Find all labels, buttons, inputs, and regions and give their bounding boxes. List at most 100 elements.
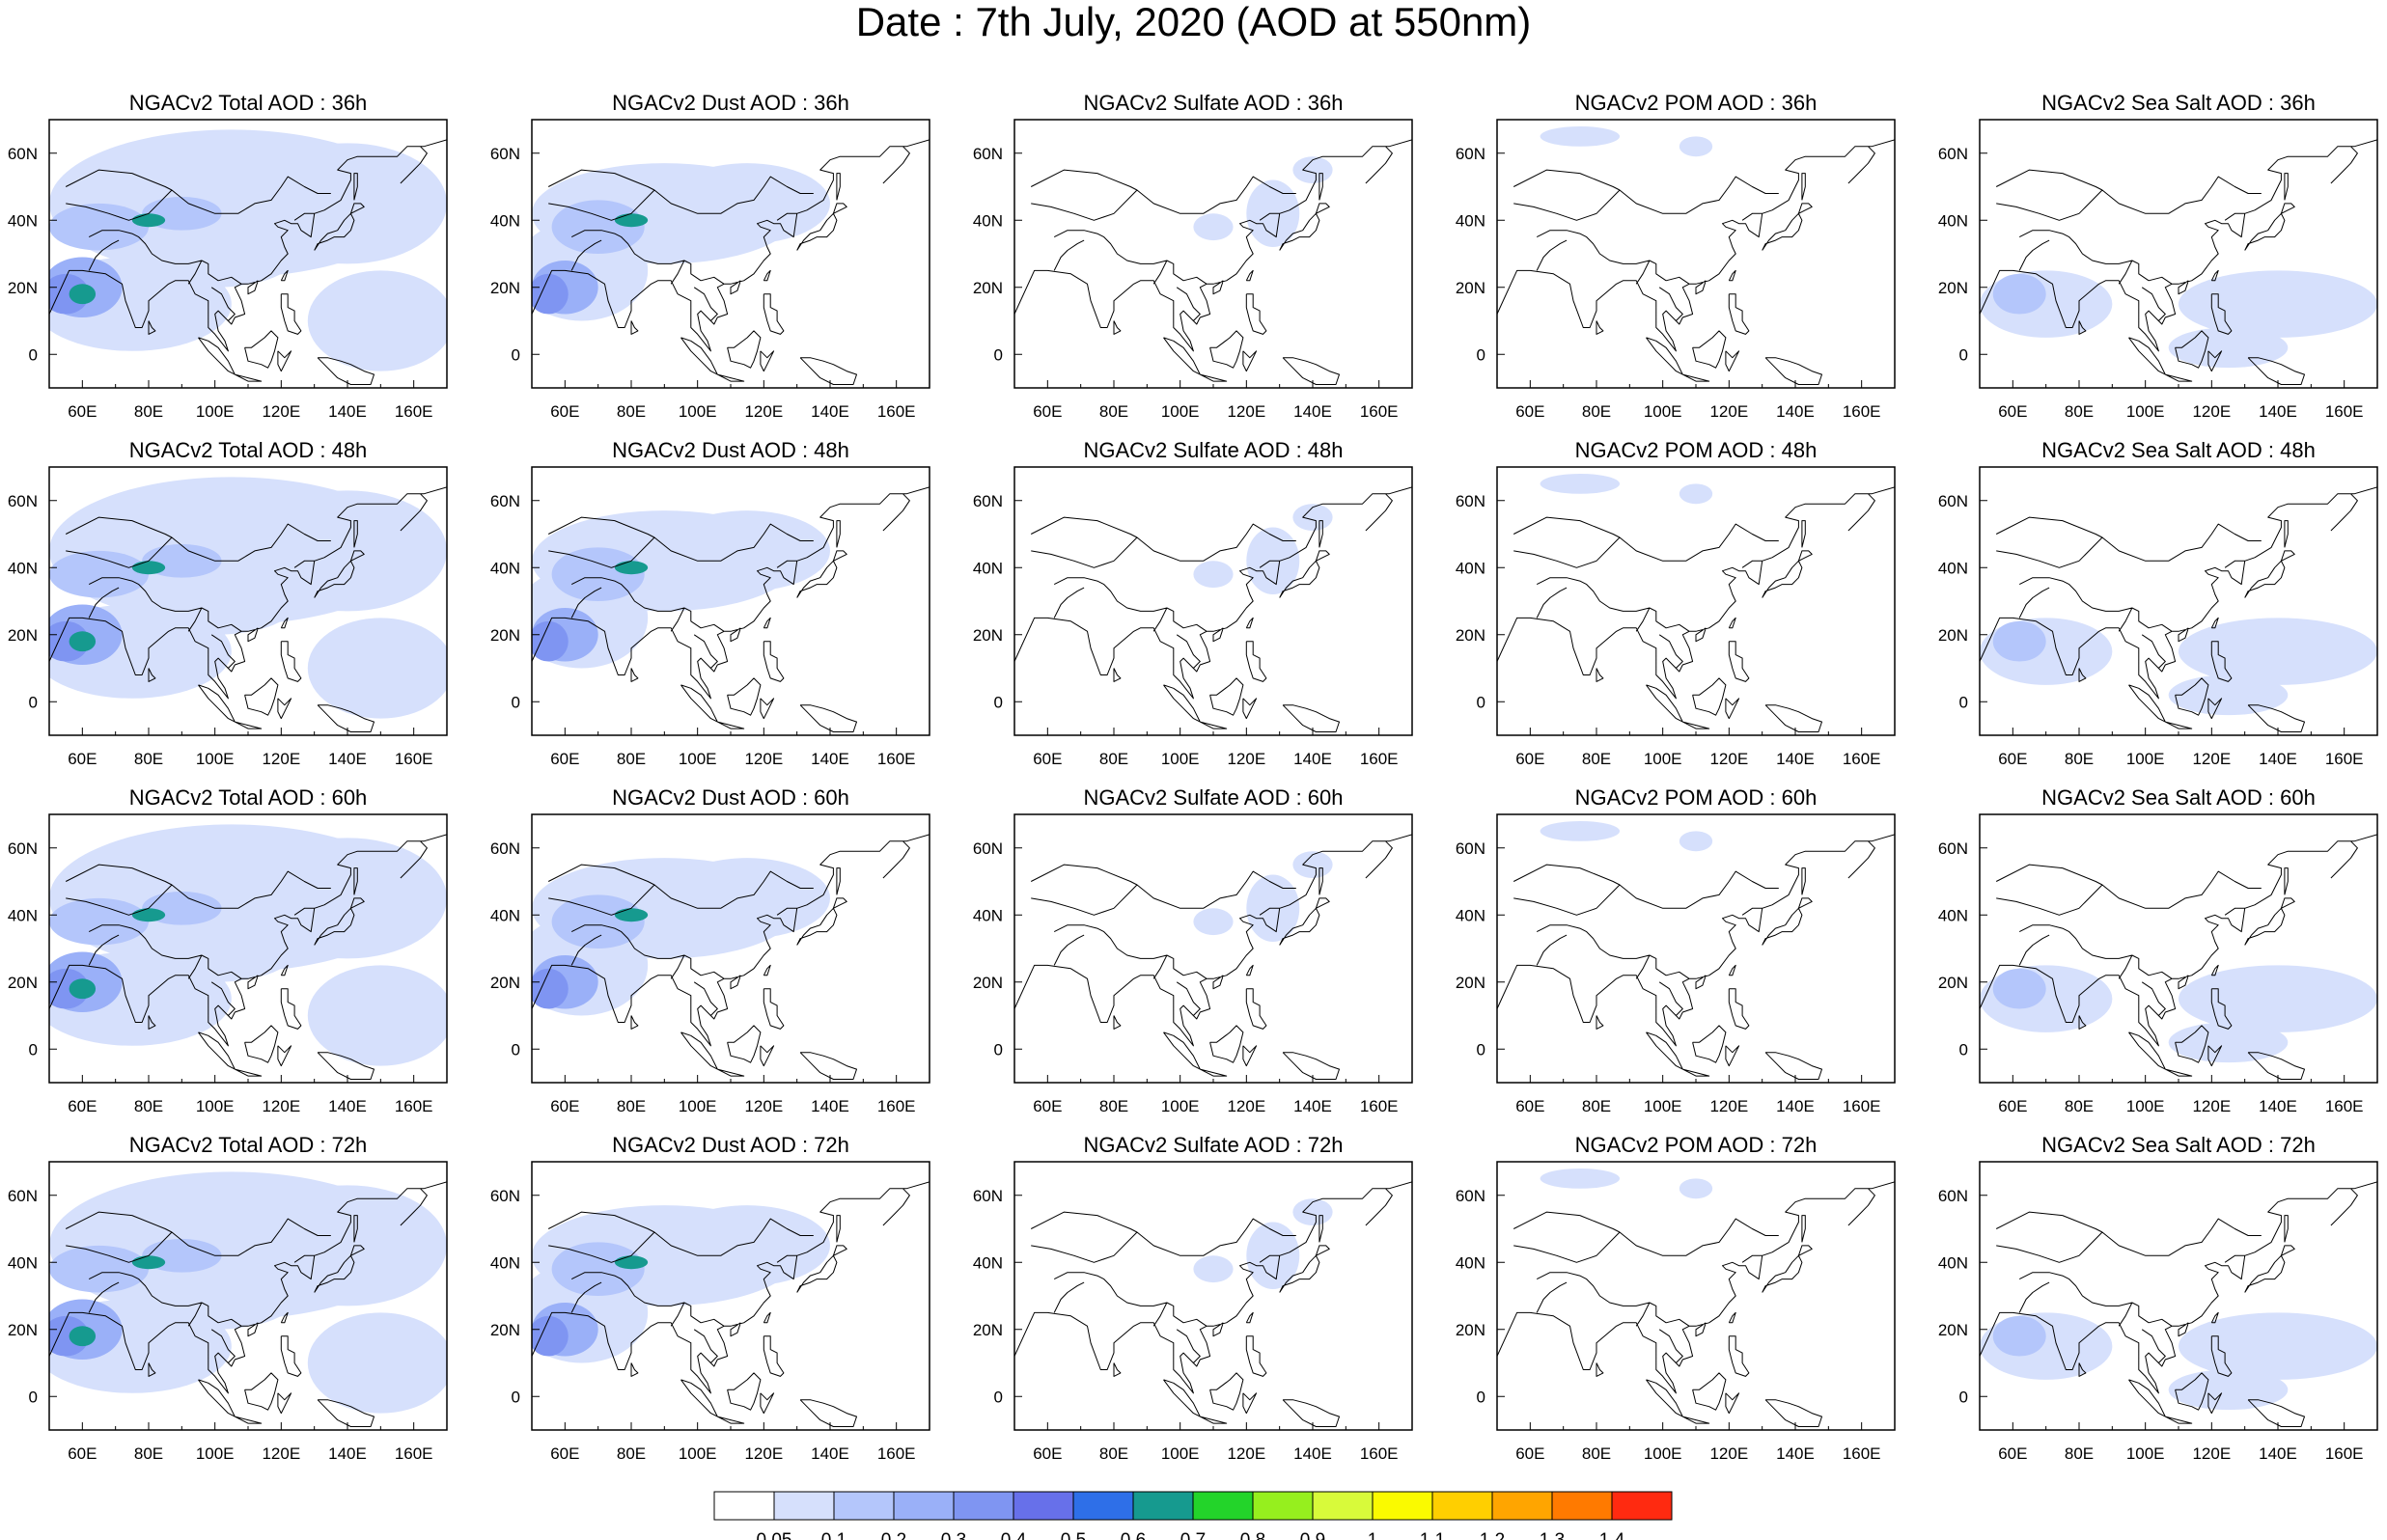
panel-title: NGACv2 Dust AOD : 60h [612,785,849,810]
y-tick-label: 40N [1938,1253,1968,1272]
x-tick-label: 160E [1843,1097,1881,1115]
x-tick-label: 60E [1998,402,2027,421]
coastline [1014,1181,1412,1427]
aod-shading [2179,965,2377,1032]
x-tick-label: 120E [744,1444,783,1463]
x-tick-label: 140E [2259,1444,2297,1463]
y-tick-label: 60N [1456,492,1485,510]
coastline [49,139,447,385]
x-tick-label: 160E [1843,402,1881,421]
map-panel: NGACv2 Sea Salt AOD : 72h 60E 80E 100E 120E 1… [1938,1133,2378,1463]
x-tick-label: 100E [1644,1444,1682,1463]
x-tick-label: 100E [679,1444,717,1463]
x-tick-label: 80E [617,1097,646,1115]
x-tick-label: 100E [2126,402,2165,421]
aod-shading [1679,483,1713,505]
aod-shading [2179,1312,2377,1380]
y-tick-label: 40N [8,559,38,577]
y-tick-label: 0 [29,1040,38,1059]
x-tick-label: 140E [1293,1444,1332,1463]
y-tick-label: 60N [490,145,520,163]
aod-shading [2179,270,2377,338]
aod-shading [664,858,830,939]
panel-title: NGACv2 Sulfate AOD : 36h [1083,91,1343,115]
panel-title: NGACv2 POM AOD : 72h [1575,1133,1818,1157]
aod-shading [1193,213,1234,241]
panel-title: NGACv2 POM AOD : 36h [1575,91,1818,115]
y-tick-label: 20N [1456,279,1485,297]
x-tick-label: 60E [1033,402,1062,421]
aod-shading [532,1315,569,1357]
coastline [1497,1181,1895,1427]
y-tick-label: 0 [1477,1040,1485,1059]
aod-shading [1679,136,1713,157]
x-tick-label: 140E [2259,1097,2297,1115]
x-tick-label: 60E [68,1097,97,1115]
aod-shading [1193,908,1234,936]
panel-title: NGACv2 Sulfate AOD : 48h [1083,438,1343,462]
map-panel: NGACv2 Dust AOD : 36h 60E 80E 100E 120E 140E 1… [490,91,930,421]
x-tick-label: 140E [328,402,367,421]
y-tick-label: 40N [1938,559,1968,577]
x-tick-label: 80E [1582,1097,1611,1115]
aod-shading [307,618,447,719]
map-panel: NGACv2 Dust AOD : 60h 60E 80E 100E 120E 140E 1… [490,785,930,1115]
y-tick-label: 20N [8,626,38,645]
x-tick-label: 140E [1776,1097,1815,1115]
y-tick-label: 60N [1938,1187,1968,1205]
y-tick-label: 60N [973,492,1003,510]
x-tick-label: 100E [1161,402,1200,421]
aod-shading [551,200,645,254]
x-tick-label: 140E [811,750,849,768]
panel-title: NGACv2 Sea Salt AOD : 36h [2041,91,2316,115]
x-tick-label: 60E [1033,750,1062,768]
y-tick-label: 40N [8,211,38,230]
x-tick-label: 120E [262,750,300,768]
x-tick-label: 100E [1161,1097,1200,1115]
x-tick-label: 60E [68,1444,97,1463]
x-tick-label: 100E [2126,1097,2165,1115]
x-tick-label: 140E [2259,402,2297,421]
y-tick-label: 40N [973,559,1003,577]
x-tick-label: 120E [1709,402,1748,421]
y-tick-label: 60N [1456,1187,1485,1205]
aod-shading [664,163,830,244]
aod-shading [69,284,97,305]
y-tick-label: 20N [1456,1321,1485,1339]
map-panel: NGACv2 Total AOD : 48h 60E 80E 100E 120E 140E… [8,438,448,768]
panel-title: NGACv2 POM AOD : 60h [1575,785,1818,810]
y-tick-label: 60N [8,1187,38,1205]
x-tick-label: 100E [2126,750,2165,768]
aod-shading [1992,620,2046,662]
x-tick-label: 140E [811,1444,849,1463]
coastline [532,486,930,732]
aod-shading [307,270,447,371]
aod-shading [307,965,447,1066]
aod-shading [532,620,569,662]
aod-shading [69,631,97,652]
y-tick-label: 60N [490,1187,520,1205]
x-tick-label: 80E [1099,402,1128,421]
x-tick-label: 100E [1161,750,1200,768]
x-tick-label: 160E [1843,750,1881,768]
x-tick-label: 80E [134,402,163,421]
x-tick-label: 140E [1776,1444,1815,1463]
y-tick-label: 60N [973,145,1003,163]
x-tick-label: 160E [1843,1444,1881,1463]
y-tick-label: 60N [1938,145,1968,163]
aod-shading [1679,831,1713,852]
y-tick-label: 60N [1938,492,1968,510]
x-tick-label: 80E [617,402,646,421]
y-tick-label: 20N [1938,279,1968,297]
x-tick-label: 160E [1360,750,1399,768]
x-tick-label: 80E [2065,1444,2094,1463]
x-tick-label: 160E [1360,402,1399,421]
x-tick-label: 160E [2325,1444,2364,1463]
x-tick-label: 120E [2192,1097,2231,1115]
y-tick-label: 60N [8,145,38,163]
main-title: Date : 7th July, 2020 (AOD at 550nm) [855,0,1532,44]
x-tick-label: 80E [1099,750,1128,768]
y-tick-label: 20N [1456,626,1485,645]
aod-shading [49,1245,149,1293]
y-tick-label: 60N [8,492,38,510]
